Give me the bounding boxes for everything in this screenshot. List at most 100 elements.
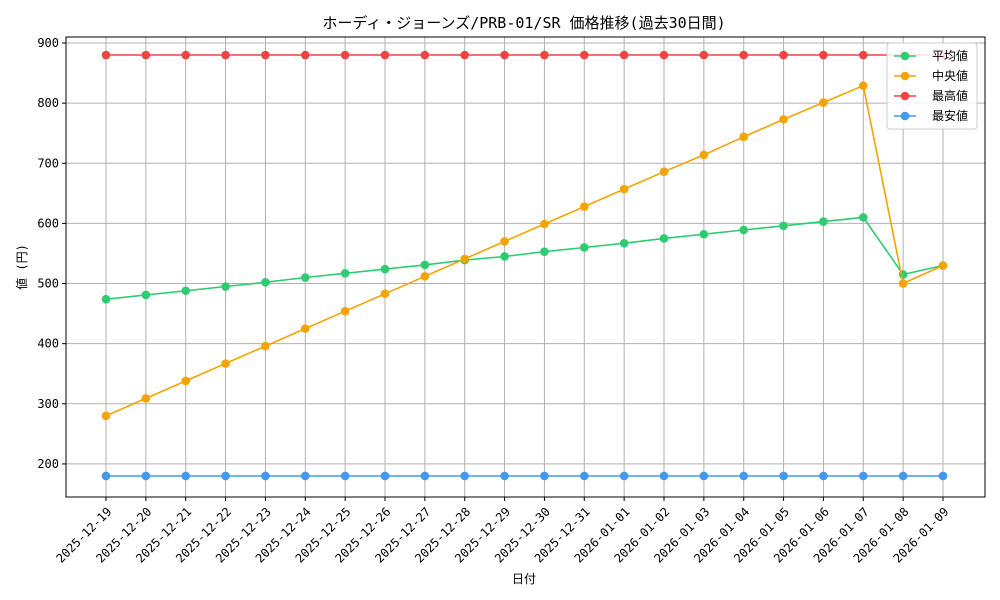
data-point <box>619 184 629 194</box>
data-point <box>579 202 589 211</box>
y-tick-label: 500 <box>37 277 59 291</box>
data-point <box>420 50 430 60</box>
legend-box <box>886 42 978 130</box>
data-point <box>659 234 669 243</box>
data-point <box>699 229 709 239</box>
data-point <box>779 50 788 60</box>
data-point <box>779 221 788 231</box>
data-point <box>261 278 270 287</box>
data-point <box>380 289 390 299</box>
data-point <box>898 471 908 481</box>
legend-marker <box>900 91 910 101</box>
data-point <box>739 132 749 142</box>
data-point <box>500 237 509 246</box>
data-point <box>101 294 111 304</box>
data-point <box>938 471 948 481</box>
data-point <box>819 471 828 481</box>
data-point <box>340 50 350 60</box>
data-point <box>340 306 350 316</box>
data-point <box>221 50 230 60</box>
data-point <box>858 213 868 222</box>
legend-label: 平均値 <box>932 48 968 63</box>
data-point <box>619 50 629 60</box>
series-line <box>105 84 944 417</box>
data-point <box>540 50 549 60</box>
y-tick-label: 800 <box>37 96 59 110</box>
data-point <box>300 471 310 481</box>
data-point <box>141 290 151 300</box>
data-point <box>141 50 151 60</box>
series-3 <box>101 50 948 60</box>
data-point <box>221 359 230 368</box>
y-tick-label: 200 <box>37 457 59 471</box>
plot-frame <box>65 36 986 498</box>
data-point <box>300 324 310 333</box>
series-line <box>105 216 944 300</box>
series-2 <box>101 81 948 421</box>
data-point <box>500 252 509 261</box>
data-point <box>420 471 430 481</box>
data-point <box>261 50 270 60</box>
data-point <box>579 243 589 252</box>
data-point <box>819 217 828 226</box>
data-point <box>300 273 310 282</box>
legend-label: 中央値 <box>932 68 968 83</box>
data-point <box>819 98 828 107</box>
data-point <box>340 471 350 481</box>
data-point <box>858 50 868 60</box>
data-point <box>858 81 868 91</box>
series-4 <box>101 471 948 481</box>
data-point <box>380 264 390 274</box>
data-point <box>739 50 749 60</box>
data-point <box>938 261 948 270</box>
data-point <box>460 254 470 264</box>
data-point <box>699 150 709 160</box>
data-point <box>181 471 191 481</box>
data-point <box>739 225 749 235</box>
data-point <box>460 471 470 481</box>
data-point <box>819 50 828 60</box>
grid <box>66 37 985 497</box>
data-point <box>619 471 629 481</box>
legend-marker <box>900 71 910 81</box>
axes: 2025-12-192025-12-202025-12-212025-12-22… <box>37 36 951 566</box>
data-point <box>858 471 868 481</box>
data-point <box>141 394 151 403</box>
data-point <box>420 260 430 270</box>
data-point <box>540 471 549 481</box>
chart-title: ホーディ・ジョーンズ/PRB-01/SR 価格推移(過去30日間) <box>322 14 725 32</box>
legend-label: 最高値 <box>932 88 968 103</box>
data-point <box>779 471 788 481</box>
legend-marker <box>900 111 910 121</box>
data-point <box>659 471 669 481</box>
data-point <box>699 471 709 481</box>
data-point <box>500 50 509 60</box>
data-point <box>579 50 589 60</box>
data-point <box>340 269 350 278</box>
data-point <box>739 471 749 481</box>
y-axis-label: 値 (円) <box>14 244 29 290</box>
data-point <box>420 272 430 281</box>
data-point <box>380 471 390 481</box>
data-point <box>101 411 111 421</box>
data-point <box>300 50 310 60</box>
y-tick-label: 700 <box>37 156 59 170</box>
data-point <box>460 50 470 60</box>
y-tick-label: 600 <box>37 216 59 230</box>
data-point <box>659 50 669 60</box>
legend-marker <box>900 51 910 61</box>
data-point <box>261 471 270 481</box>
series-1 <box>101 213 948 304</box>
data-point <box>540 247 549 256</box>
legend-label: 最安値 <box>932 108 968 123</box>
y-tick-label: 300 <box>37 397 59 411</box>
data-point <box>101 50 111 60</box>
data-point <box>579 471 589 481</box>
data-point <box>380 50 390 60</box>
data-point <box>540 219 549 229</box>
data-point <box>101 471 111 481</box>
y-tick-label: 900 <box>37 36 59 50</box>
